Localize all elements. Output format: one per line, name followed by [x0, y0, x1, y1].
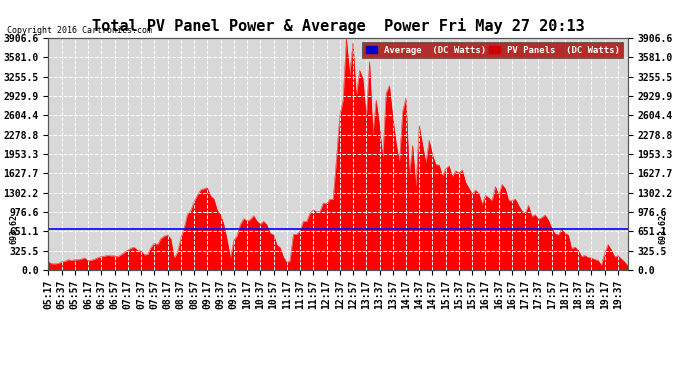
Text: Copyright 2016 Cartronics.com: Copyright 2016 Cartronics.com	[7, 26, 152, 35]
Title: Total PV Panel Power & Average  Power Fri May 27 20:13: Total PV Panel Power & Average Power Fri…	[92, 18, 584, 33]
Text: 693.62: 693.62	[658, 214, 667, 244]
Legend: Average  (DC Watts), PV Panels  (DC Watts): Average (DC Watts), PV Panels (DC Watts)	[362, 42, 623, 58]
Text: 693.62: 693.62	[10, 214, 19, 244]
